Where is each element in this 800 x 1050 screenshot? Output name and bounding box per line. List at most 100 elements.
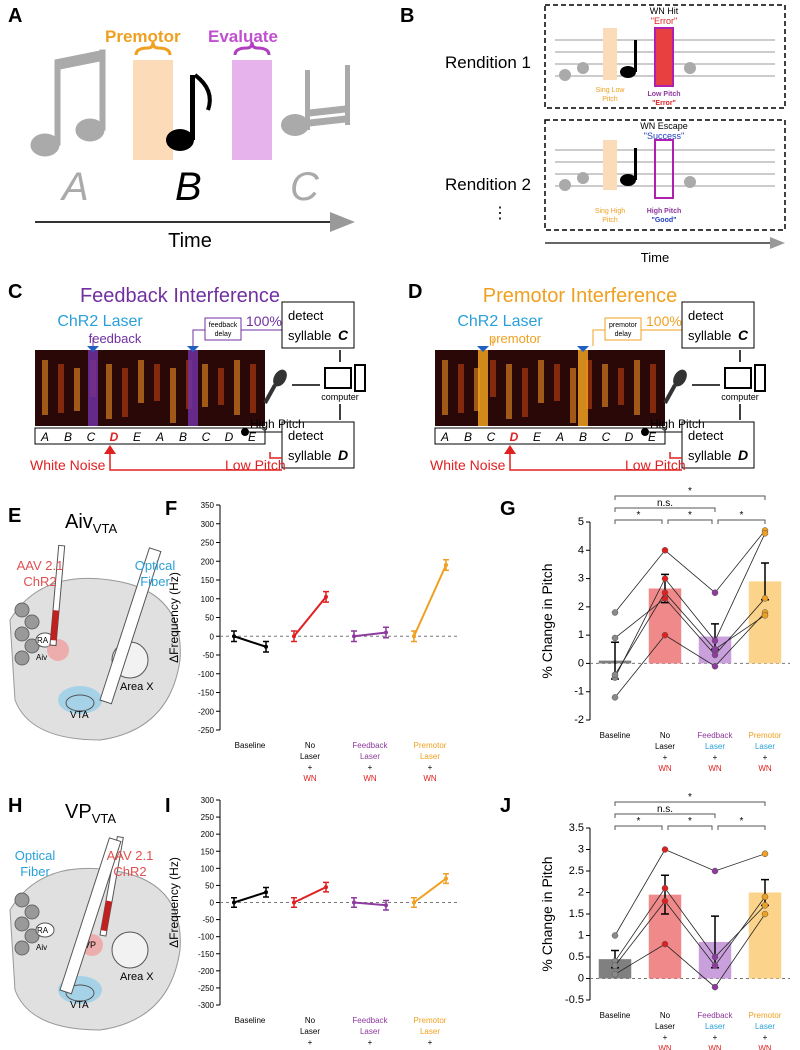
premotor-window — [133, 60, 173, 160]
bird-point — [662, 590, 668, 596]
bird-point — [762, 894, 768, 900]
label: Area X — [120, 681, 154, 693]
bird-line — [615, 598, 765, 655]
y-tick-label: 100 — [201, 595, 215, 604]
y-tick-label: 4 — [578, 544, 584, 556]
spectrogram-band — [106, 364, 112, 419]
significance-label: * — [688, 816, 692, 827]
syllable: B — [464, 430, 472, 444]
y-tick-label: 3.5 — [569, 822, 584, 834]
label: Sing High — [595, 208, 625, 215]
bird-point — [662, 941, 668, 947]
bird-line — [615, 897, 765, 966]
panel-title: AivVTA — [65, 511, 117, 536]
x-tick-label: Premotor — [749, 1011, 782, 1020]
mean-point — [324, 885, 328, 889]
x-tick-label: Laser — [705, 742, 725, 751]
syllable: B — [64, 430, 72, 444]
arrow-head — [770, 237, 785, 249]
bird-point — [712, 954, 718, 960]
note-icon — [31, 50, 105, 156]
syllable: E — [133, 430, 142, 444]
mean-point — [352, 901, 356, 905]
y-tick-label: -100 — [198, 933, 215, 942]
mean-point — [292, 901, 296, 905]
label: VTA — [70, 1000, 89, 1011]
bird-point — [712, 984, 718, 990]
note-icon — [281, 65, 350, 136]
y-tick-label: 250 — [201, 539, 215, 548]
significance-label: * — [740, 816, 744, 827]
spectrogram-band — [442, 360, 448, 415]
y-tick-label: 100 — [201, 864, 215, 873]
axis-label: Time — [168, 230, 212, 252]
y-tick-label: 200 — [201, 557, 215, 566]
label: detect — [688, 308, 724, 323]
spectrogram-band — [634, 360, 640, 415]
x-tick-label: WN — [708, 764, 722, 773]
y-tick-label: 250 — [201, 813, 215, 822]
label: delay — [615, 331, 632, 338]
y-tick-label: 50 — [205, 881, 214, 890]
bird-point — [762, 530, 768, 536]
label: Low Pitch — [647, 91, 680, 98]
y-tick-label: -50 — [202, 916, 214, 925]
panel-letter: F — [165, 498, 177, 520]
label: syllable — [288, 448, 331, 463]
spectrogram-band — [42, 360, 48, 415]
y-axis-title: ΔFrequency (Hz) — [167, 857, 181, 948]
label: Aiv — [36, 943, 47, 952]
x-tick-label: Laser — [755, 742, 775, 751]
panel-letter: D — [408, 281, 422, 303]
x-tick-label: + — [713, 1033, 718, 1042]
spectrogram-band — [554, 364, 560, 401]
x-tick-label: WN — [658, 1044, 672, 1050]
label: Fiber — [140, 574, 170, 589]
label: syllable — [688, 328, 731, 343]
panel-title: Feedback Interference — [80, 285, 280, 307]
note-letter: A — [60, 165, 89, 209]
label: AAV 2.1 — [107, 848, 154, 863]
laser-window — [478, 350, 488, 426]
cerebellum — [15, 603, 29, 617]
label: 100% — [246, 313, 282, 329]
label: "Error" — [651, 16, 677, 26]
mean-point — [232, 901, 236, 905]
y-tick-label: -150 — [198, 950, 215, 959]
y-tick-label: 1 — [578, 629, 584, 641]
label: WN Escape — [640, 121, 688, 131]
y-tick-label: 150 — [201, 847, 215, 856]
label: syllable — [288, 328, 331, 343]
x-tick-label: Laser — [300, 752, 320, 761]
panel-title: Premotor Interference — [483, 285, 678, 307]
syllable: A — [155, 430, 164, 444]
y-tick-label: 150 — [201, 576, 215, 585]
panel-letter: B — [400, 5, 414, 27]
spectrogram-band — [154, 364, 160, 401]
bird-point — [762, 911, 768, 917]
label: Area X — [120, 971, 154, 983]
label: Aiv — [36, 653, 47, 662]
bird-point — [712, 646, 718, 652]
spectrogram-band — [618, 368, 624, 405]
x-tick-label: Feedback — [697, 731, 733, 740]
bird-point — [712, 590, 718, 596]
x-tick-label: Laser — [755, 1022, 775, 1031]
label: premotor — [489, 331, 542, 346]
x-tick-label: WN — [303, 774, 317, 783]
bird-line — [615, 530, 765, 612]
syllable: A — [555, 430, 564, 444]
x-tick-label: Baseline — [235, 741, 266, 750]
bird-point — [712, 963, 718, 969]
spectrogram-band — [218, 368, 224, 405]
computer-icon — [355, 365, 365, 391]
x-tick-label: + — [428, 763, 433, 772]
panel-letter: H — [8, 795, 22, 817]
y-axis-title: ΔFrequency (Hz) — [167, 572, 181, 663]
label: High Pitch — [650, 417, 705, 431]
syllable: C — [87, 430, 96, 444]
spectrogram-band — [234, 360, 240, 415]
bird-point — [662, 576, 668, 582]
cerebellum — [15, 651, 29, 665]
bird-point — [712, 638, 718, 644]
